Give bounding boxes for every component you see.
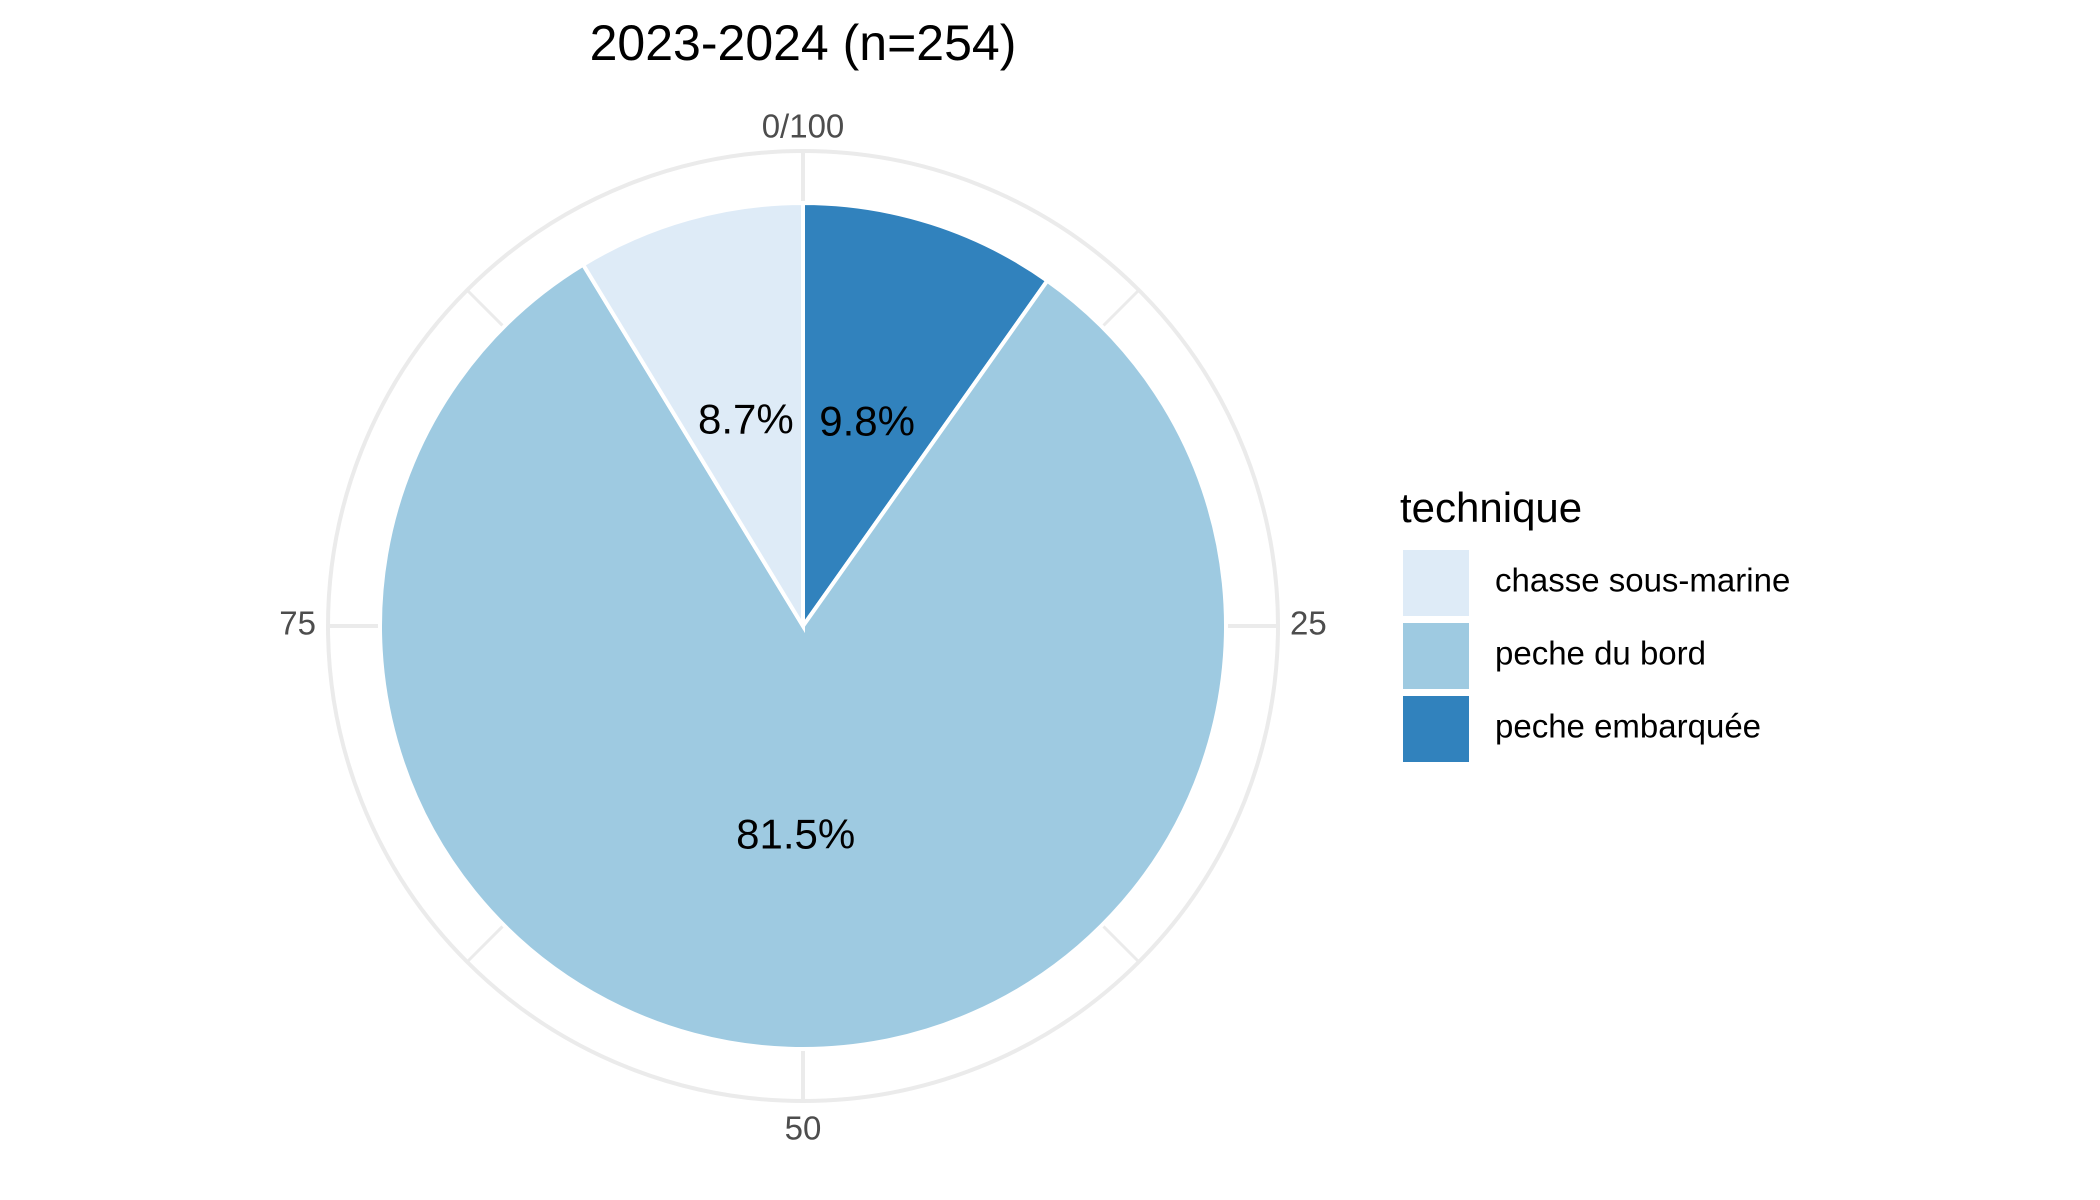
pie-slice — [580, 200, 805, 634]
legend-title: technique — [1400, 484, 1582, 531]
pie-slices — [378, 200, 1228, 1051]
legend-label: peche embarquée — [1495, 708, 1761, 745]
slice-label: 8.7% — [698, 395, 794, 442]
theta-tick-label: 75 — [279, 605, 316, 642]
legend-swatch — [1403, 550, 1469, 616]
legend-swatch — [1403, 623, 1469, 689]
theta-tick-label: 50 — [785, 1110, 822, 1147]
slice-label: 9.8% — [819, 398, 915, 445]
legend-items: chasse sous-marine peche du bord peche emb… — [1403, 550, 1790, 762]
pie-slice — [378, 261, 1228, 1051]
theta-tick-label: 0/100 — [762, 108, 845, 145]
legend-label: peche du bord — [1495, 635, 1706, 672]
legend-swatch — [1403, 696, 1469, 762]
theta-tick-label: 25 — [1290, 605, 1327, 642]
theta-axis-ticks: 0/100 25 50 75 — [279, 108, 1326, 1147]
slice-label: 81.5% — [736, 810, 855, 857]
legend: technique chasse sous-marine peche du bor… — [1400, 484, 1790, 762]
chart-title: 2023-2024 (n=254) — [590, 15, 1017, 71]
slice-labels: 9.8% 81.5% 8.7% — [698, 395, 915, 857]
legend-label: chasse sous-marine — [1495, 562, 1790, 599]
pie-slice — [801, 200, 1051, 633]
